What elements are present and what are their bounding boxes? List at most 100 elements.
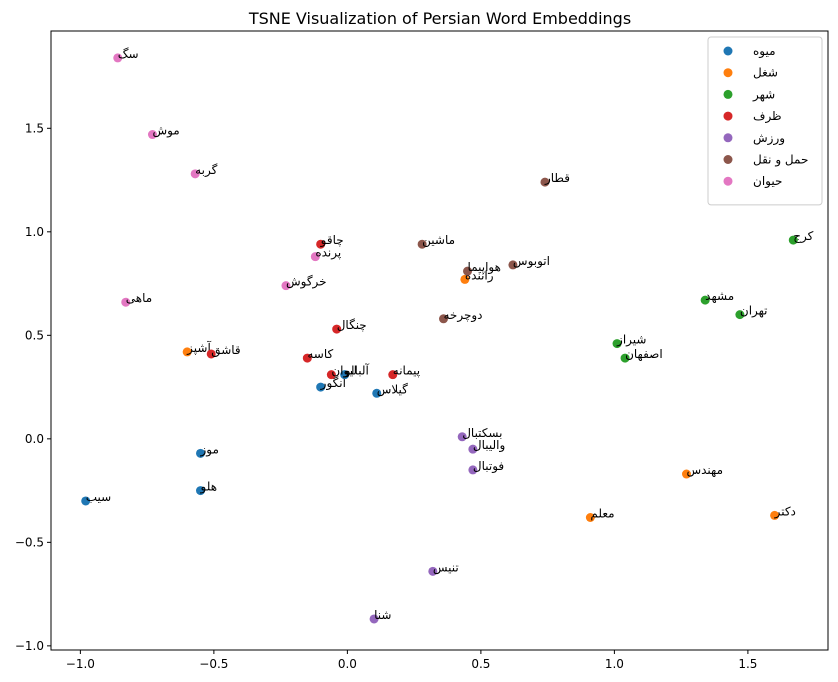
data-point <box>612 339 622 349</box>
y-tick-label: −0.5 <box>15 535 44 549</box>
x-tick-label: 0.0 <box>338 657 357 671</box>
point-label: کرج <box>793 229 813 244</box>
point-label: ماهی <box>126 291 152 305</box>
point-label: اصفهان <box>625 347 663 361</box>
legend: میوه شغل شهر ظرف ورزش حمل و نقل حیوان <box>707 36 823 206</box>
data-point <box>302 353 312 363</box>
data-point <box>457 432 467 442</box>
data-point <box>428 566 438 576</box>
point-label: پیمانه <box>393 364 420 378</box>
y-tick-label: −1.0 <box>15 639 44 653</box>
data-point <box>468 465 478 475</box>
legend-label: ظرف <box>753 109 782 124</box>
x-tick-label: −1.0 <box>66 657 95 671</box>
point-label: قطار <box>544 171 570 186</box>
point-label: لیوان <box>331 364 357 379</box>
data-point <box>700 295 710 305</box>
point-label: شیراز <box>616 333 646 348</box>
point-label: پرنده <box>315 246 341 261</box>
data-point <box>81 496 91 506</box>
data-point <box>585 513 595 523</box>
series-group: سگ موش گربه پرنده خرگوش ماهی <box>113 47 341 307</box>
data-point <box>468 444 478 454</box>
data-point <box>788 235 798 245</box>
chart-title: TSNE Visualization of Persian Word Embed… <box>248 9 631 28</box>
data-point <box>372 388 382 398</box>
series-group: آشپز راننده مهندس معلم دکتر <box>182 268 796 523</box>
legend-marker <box>723 176 733 186</box>
legend-label: حمل و نقل <box>753 153 808 168</box>
point-label: مشهد <box>705 289 734 303</box>
point-label: موش <box>152 124 179 139</box>
data-point <box>340 370 350 380</box>
point-label: آلبالو <box>344 363 370 379</box>
point-label: والیبال <box>473 438 505 453</box>
data-point <box>388 370 398 380</box>
legend-marker <box>723 133 733 143</box>
data-point <box>310 252 320 262</box>
data-point <box>113 53 123 63</box>
point-label: اتوبوس <box>513 254 550 269</box>
legend-marker <box>723 46 733 56</box>
point-label: معلم <box>590 507 614 521</box>
point-label: قاشق <box>211 343 240 358</box>
data-point <box>147 130 157 140</box>
point-label: هلو <box>200 480 218 495</box>
point-label: موز <box>200 442 219 457</box>
data-point <box>540 177 550 187</box>
x-tick-label: 1.0 <box>605 657 624 671</box>
data-point <box>439 314 449 324</box>
axes-frame <box>50 30 829 651</box>
legend-marker <box>723 155 733 164</box>
point-label: ماشین <box>422 233 455 248</box>
point-label: سیب <box>86 490 111 504</box>
data-point <box>735 310 745 320</box>
y-tick-label: 0.0 <box>25 432 44 446</box>
data-point <box>508 260 518 270</box>
legend-label: حیوان <box>753 174 782 189</box>
plot-area: −1.0 −0.5 0.0 0.5 1.0 1.5 −1.0 −0.5 0.0 0.5 1.0 1.5… <box>15 30 829 671</box>
data-point <box>326 370 336 380</box>
y-tick-label: 0.5 <box>25 328 44 342</box>
point-label: چنگال <box>337 318 367 332</box>
point-label: گیلاس <box>377 382 408 397</box>
point-label: دکتر <box>774 504 796 519</box>
data-point <box>460 274 470 284</box>
point-label: تنیس <box>433 560 459 575</box>
data-point <box>332 324 342 334</box>
legend-label: شغل <box>753 66 778 80</box>
data-point <box>190 169 200 179</box>
point-label: کاسه <box>307 347 333 361</box>
point-label: خرگوش <box>286 275 327 290</box>
point-label: چاقو <box>320 233 344 248</box>
point-label: تهران <box>740 304 768 319</box>
data-point <box>196 486 206 496</box>
data-point <box>316 382 326 392</box>
point-label: گربه <box>195 163 217 178</box>
series-group: قطار ماشین هواپیما اتوبوس دوچرخه <box>417 171 570 324</box>
data-point <box>121 297 131 307</box>
point-label: سگ <box>118 47 139 61</box>
point-label: آشپز <box>186 340 211 356</box>
data-point <box>620 353 630 363</box>
point-label: راننده <box>465 268 494 283</box>
data-point <box>770 510 780 520</box>
point-label: بسکتبال <box>462 426 502 440</box>
data-point <box>369 614 379 624</box>
data-point <box>182 347 192 357</box>
data-point <box>281 281 291 291</box>
point-label: دوچرخه <box>444 308 483 323</box>
legend-marker <box>723 89 733 99</box>
point-label: انگور <box>320 376 346 391</box>
point-label: فوتبال <box>473 459 504 474</box>
point-label: مهندس <box>686 463 723 478</box>
point-label: شنا <box>374 608 391 622</box>
legend-label: شهر <box>752 87 775 102</box>
data-point <box>463 266 473 276</box>
